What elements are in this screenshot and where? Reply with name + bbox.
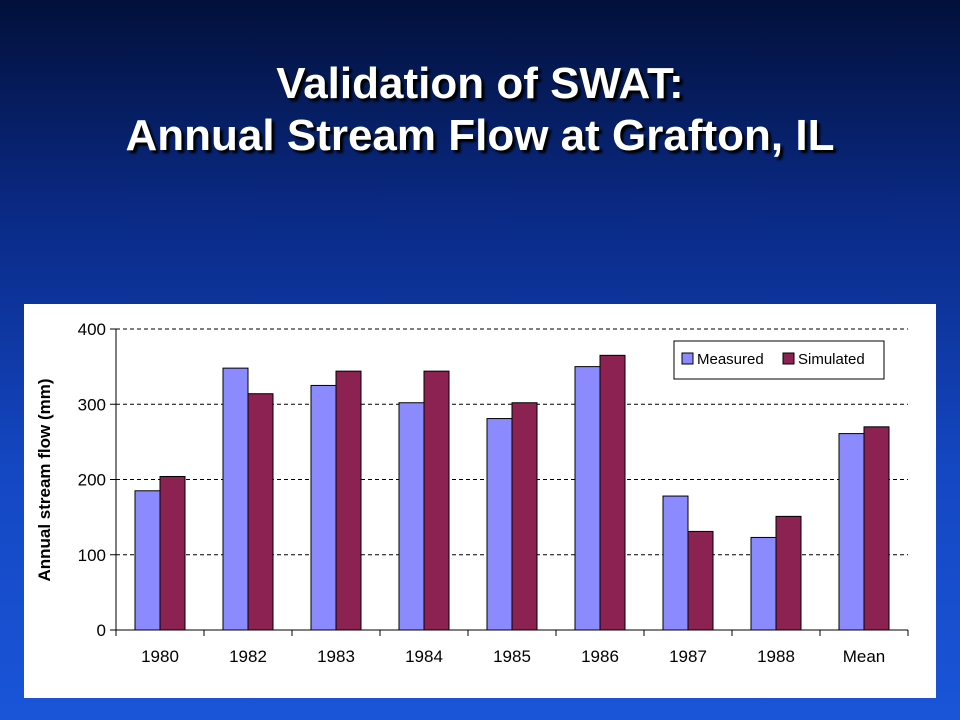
title-line-2: Annual Stream Flow at Grafton, IL (125, 111, 835, 160)
axes: 0 100 200 300 400 1980 1982 1983 1984 1985 1986 198… (78, 320, 909, 666)
legend-label-measured: Measured (697, 351, 764, 368)
chart-panel: 0 100 200 300 400 1980 1982 1983 1984 1985 1986 198… (24, 304, 936, 698)
legend-label-simulated: Simulated (798, 351, 865, 368)
bar-simulated-1986 (599, 354, 626, 631)
bar-measured-1984 (398, 402, 425, 631)
x-tick-label-1982: 1982 (229, 647, 267, 666)
bar-simulated-1988 (775, 515, 802, 631)
y-tick-label-100: 100 (78, 546, 106, 565)
bar-simulated-1983 (335, 370, 362, 631)
bar-measured-1985 (486, 418, 513, 631)
bar-chart: 0 100 200 300 400 1980 1982 1983 1984 1985 1986 198… (35, 320, 909, 666)
x-tick-label-1980: 1980 (141, 647, 179, 666)
legend-swatch-simulated (782, 352, 795, 365)
x-tick-label-mean: Mean (843, 647, 886, 666)
bar-measured-1980 (134, 490, 161, 631)
x-tick-label-1983: 1983 (317, 647, 355, 666)
legend-box (673, 340, 885, 380)
x-tick-label-1985: 1985 (493, 647, 531, 666)
bar-simulated-1984 (423, 370, 450, 631)
y-tick-label-400: 400 (78, 320, 106, 339)
legend: Measured Simulated (673, 340, 885, 380)
bar-measured-1987 (662, 495, 689, 631)
y-tick-label-300: 300 (78, 395, 106, 414)
bar-measured-mean (838, 433, 865, 631)
x-tick-label-1984: 1984 (405, 647, 443, 666)
x-tick-label-1986: 1986 (581, 647, 619, 666)
y-tick-label-200: 200 (78, 471, 106, 490)
x-tick-label-1987: 1987 (669, 647, 707, 666)
bar-simulated-1985 (511, 402, 538, 631)
bar-measured-1983 (310, 384, 337, 631)
x-tick-label-1988: 1988 (757, 647, 795, 666)
bars (134, 354, 890, 631)
bar-measured-1988 (750, 536, 777, 631)
bar-simulated-1980 (159, 475, 186, 631)
y-axis-label: Annual stream flow (mm) (35, 378, 54, 581)
bar-measured-1986 (574, 366, 601, 631)
bar-simulated-1982 (247, 393, 274, 631)
slide-title: Validation of SWAT: Annual Stream Flow a… (0, 58, 960, 162)
bar-simulated-1987 (687, 530, 714, 631)
title-line-1: Validation of SWAT: (276, 59, 684, 108)
bar-simulated-mean (863, 426, 890, 631)
y-tick-label-0: 0 (97, 621, 106, 640)
legend-swatch-measured (681, 352, 694, 365)
bar-measured-1982 (222, 367, 249, 631)
